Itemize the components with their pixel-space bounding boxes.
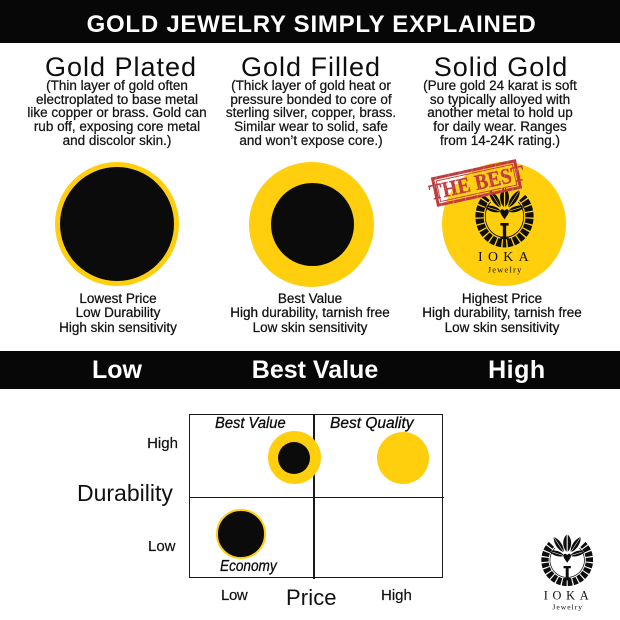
svg-text:Jewelry: Jewelry <box>488 264 523 274</box>
svg-text:IOKA: IOKA <box>544 589 594 603</box>
svg-text:Jewelry: Jewelry <box>552 603 583 612</box>
svg-text:IOKA: IOKA <box>478 249 534 264</box>
